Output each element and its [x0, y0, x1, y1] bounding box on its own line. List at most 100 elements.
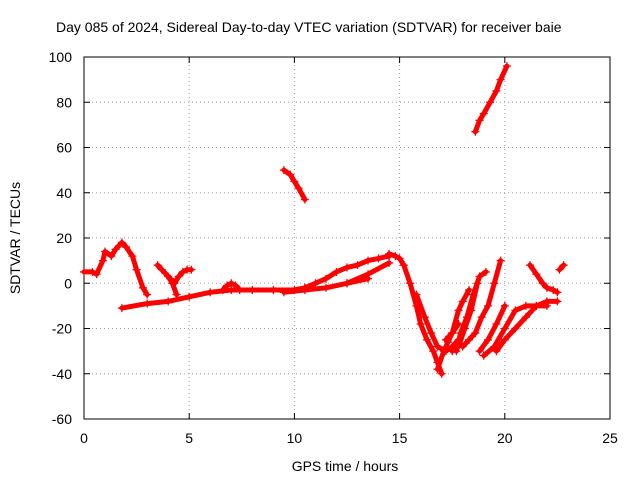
data-point [353, 261, 362, 270]
x-tick-label: 10 [287, 430, 303, 446]
x-tick-label: 15 [392, 430, 408, 446]
data-point [187, 265, 196, 274]
data-point [502, 62, 511, 71]
data-point [101, 247, 110, 256]
data-point [321, 283, 330, 292]
data-point [465, 335, 474, 344]
series-track-2 [119, 285, 308, 311]
data-point [117, 304, 126, 313]
data-point [399, 261, 408, 270]
data-point [452, 347, 461, 356]
series-track-17 [477, 303, 508, 354]
y-tick-label: 20 [56, 230, 72, 246]
data-point [492, 347, 501, 356]
data-point [395, 254, 404, 263]
data-point [458, 342, 467, 351]
data-point [492, 319, 501, 328]
data-point [92, 270, 101, 279]
data-point [496, 256, 505, 265]
data-point [311, 279, 320, 288]
data-point [477, 313, 486, 322]
data-point [456, 329, 465, 338]
data-point [122, 243, 131, 252]
data-point [164, 297, 173, 306]
data-point [128, 252, 137, 261]
data-point [422, 335, 431, 344]
data-point [538, 279, 547, 288]
data-point [300, 286, 309, 295]
data-point [439, 347, 448, 356]
data-point [279, 166, 288, 175]
data-point [475, 116, 484, 125]
x-tick-label: 25 [602, 430, 618, 446]
data-point [500, 301, 509, 310]
data-point [321, 274, 330, 283]
data-point [235, 286, 244, 295]
data-point [343, 279, 351, 288]
data-point [471, 127, 480, 136]
data-point [343, 263, 351, 272]
y-axis-label: SDTVAR / TECUs [7, 182, 23, 294]
data-point [437, 369, 446, 378]
data-point [429, 347, 438, 356]
data-point [223, 281, 232, 290]
y-tick-label: 40 [56, 185, 72, 201]
y-tick-label: 0 [64, 275, 72, 291]
data-point [385, 258, 394, 267]
y-tick-label: 60 [56, 140, 72, 156]
data-point [231, 281, 240, 290]
data-point [406, 279, 415, 288]
y-tick-label: 80 [56, 94, 72, 110]
data-point [465, 286, 474, 295]
data-point [475, 347, 484, 356]
data-point [227, 279, 236, 288]
data-point [111, 245, 120, 254]
data-point [248, 286, 257, 295]
data-point [227, 286, 236, 295]
data-point [521, 313, 530, 322]
data-point [138, 283, 147, 292]
data-point [412, 290, 421, 299]
data-point [332, 267, 341, 276]
data-point [490, 279, 499, 288]
data-series [80, 62, 568, 378]
y-tick-label: -20 [52, 321, 72, 337]
data-point [88, 267, 97, 276]
data-point [166, 274, 175, 283]
data-point [286, 170, 295, 179]
data-point [107, 252, 116, 261]
data-point [172, 290, 181, 299]
data-point [364, 270, 373, 279]
data-point [500, 335, 509, 344]
data-point [542, 283, 551, 292]
data-point [458, 297, 467, 306]
chart-title: Day 085 of 2024, Sidereal Day-to-day VTE… [56, 19, 562, 35]
y-tick-label: 100 [49, 49, 73, 65]
data-point [526, 261, 535, 270]
data-point [80, 267, 88, 276]
data-point [294, 184, 303, 193]
data-point [479, 109, 488, 118]
data-point [416, 319, 425, 328]
data-point [553, 297, 562, 306]
data-point [117, 238, 126, 247]
data-point [441, 335, 450, 344]
data-point [549, 286, 558, 295]
data-point [511, 306, 520, 315]
data-point [511, 324, 520, 333]
data-point [475, 272, 484, 281]
data-point [170, 279, 179, 288]
data-point [483, 301, 492, 310]
data-point [132, 265, 141, 274]
series-track-15 [453, 269, 489, 354]
data-point [290, 177, 299, 186]
y-tick-label: -40 [52, 366, 72, 382]
data-point [492, 86, 501, 95]
data-point [521, 301, 530, 310]
x-tick-label: 0 [80, 430, 88, 446]
data-point [427, 329, 436, 338]
data-point [374, 254, 383, 263]
data-point [486, 98, 495, 107]
data-point [218, 286, 227, 295]
